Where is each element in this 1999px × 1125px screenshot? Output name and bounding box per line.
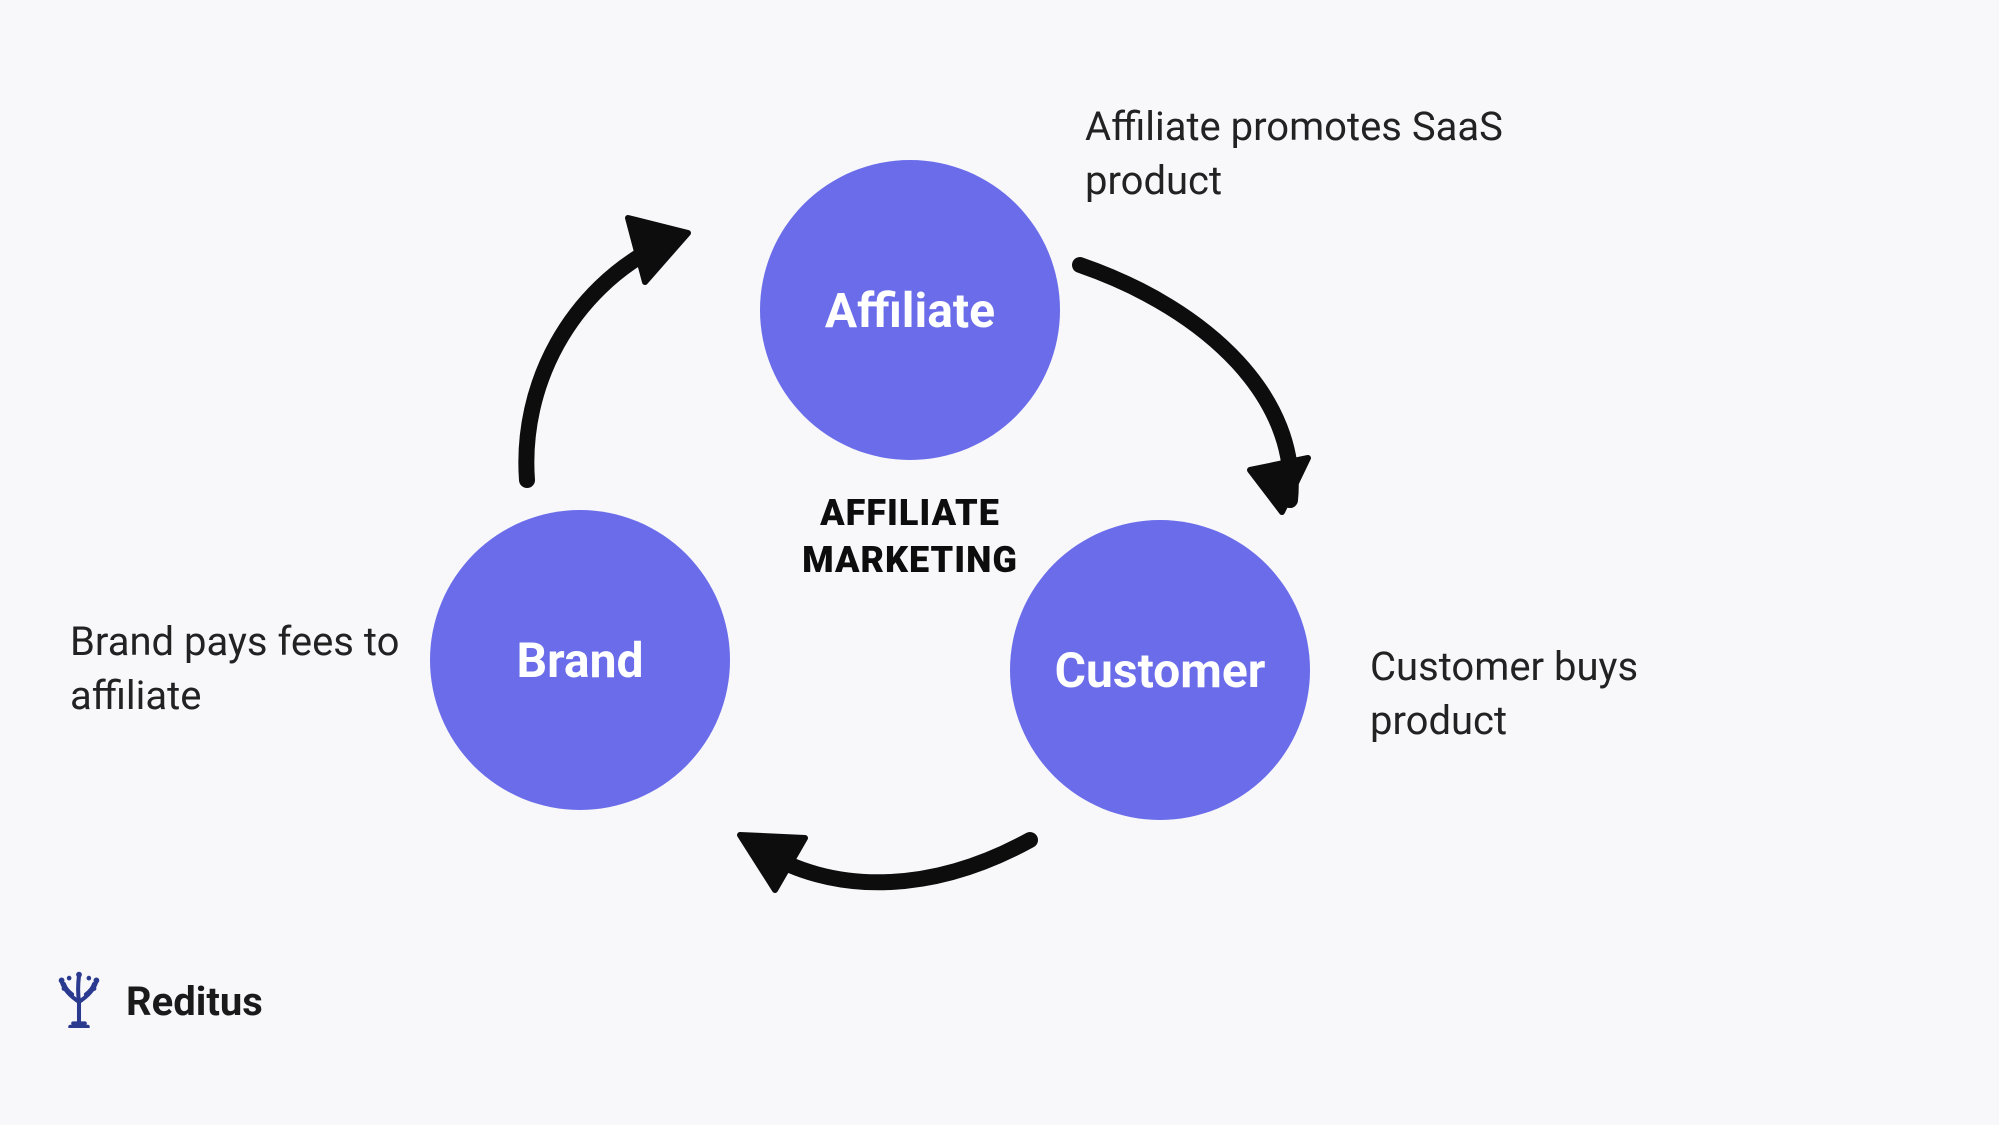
reditus-tree-icon: [50, 970, 108, 1032]
node-affiliate: Affiliate: [760, 160, 1060, 460]
annotation-brand-note: Brand pays fees to affiliate: [70, 615, 420, 723]
center-title-line2: MARKETING: [760, 537, 1060, 584]
annotation-customer-note: Customer buys product: [1370, 640, 1710, 748]
diagram-canvas: AFFILIATE MARKETING Reditus Affiliate Cus…: [0, 0, 1999, 1125]
center-title: AFFILIATE MARKETING: [760, 490, 1060, 584]
brand-logo: Reditus: [50, 970, 263, 1032]
arrowhead-customer-to-brand: [740, 835, 805, 890]
node-customer: Customer: [1010, 520, 1310, 820]
arrow-affiliate-to-customer: [1080, 265, 1291, 500]
node-brand: Brand: [430, 510, 730, 810]
arrow-customer-to-brand: [758, 840, 1030, 882]
center-title-line1: AFFILIATE: [760, 490, 1060, 537]
arrow-brand-to-affiliate: [526, 245, 660, 480]
annotation-affiliate-note: Affiliate promotes SaaS product: [1085, 100, 1565, 208]
arrowhead-brand-to-affiliate: [628, 218, 688, 282]
arrowhead-affiliate-to-customer: [1250, 458, 1308, 512]
logo-text: Reditus: [126, 978, 263, 1025]
